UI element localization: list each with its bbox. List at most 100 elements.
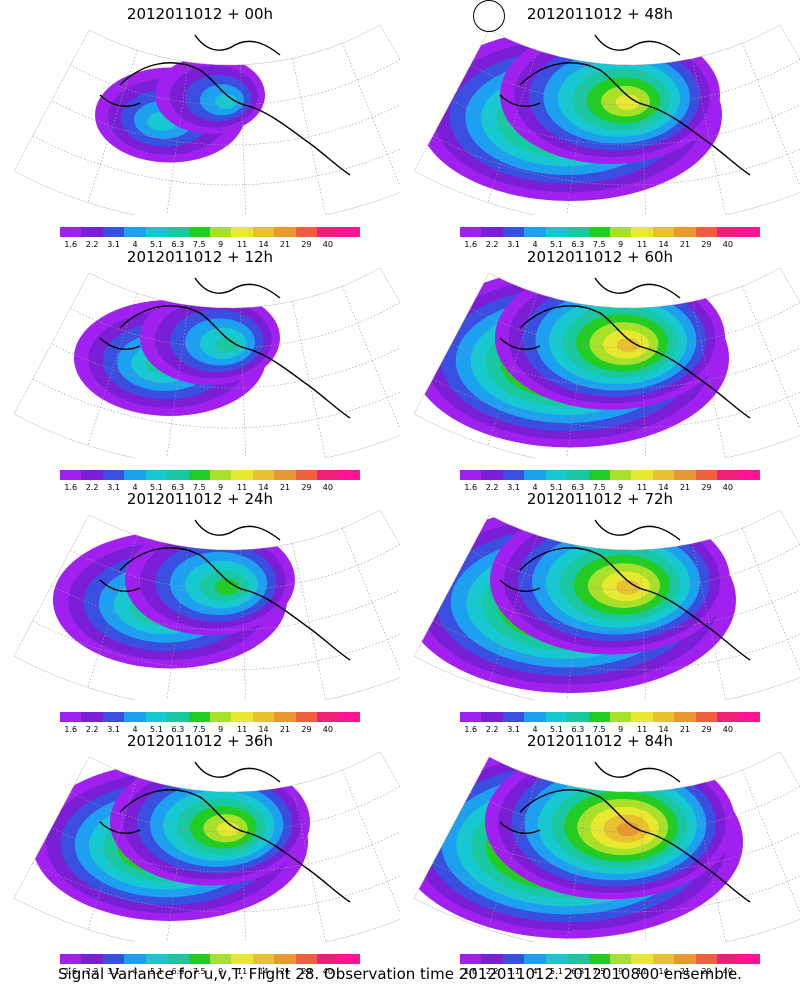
colorbar-tick-label: 5.1 [150, 483, 163, 492]
colorbar-tick-label: 3.1 [107, 240, 120, 249]
colorbar-tick-label: 7.5 [192, 725, 206, 734]
colorbar-swatch [188, 470, 210, 480]
colorbar-swatch [81, 227, 103, 237]
colorbar-swatch [145, 227, 168, 237]
colorbar [60, 470, 360, 480]
colorbar-swatch [209, 470, 232, 480]
coastline [499, 277, 751, 419]
colorbar-tick-label: 6.3 [571, 967, 585, 976]
graticule-parallel [70, 786, 400, 833]
variance-map [413, 268, 800, 458]
colorbar-swatch [588, 470, 610, 480]
colorbar-tick-label: 1.6 [64, 483, 78, 492]
colorbar-swatch [231, 470, 253, 480]
graticule-parallel [32, 135, 400, 186]
map-panel: 2012011012 + 12h 1.6 2.2 3.1 4 5.1 6.3 7.5 9 11 14… [0, 248, 400, 493]
graticule-meridian [87, 293, 138, 446]
colorbar-swatch [717, 227, 739, 237]
colorbar-swatch [167, 227, 189, 237]
colorbar-swatch [274, 470, 296, 480]
colorbar-tick-label: 7.5 [192, 483, 206, 492]
colorbar-tick-label: 6.3 [571, 240, 585, 249]
coastline [499, 761, 751, 903]
colorbar-swatch [274, 227, 296, 237]
colorbar-tick-label: 40 [322, 483, 333, 492]
colorbar-tick-label: 3.1 [507, 725, 520, 734]
colorbar-swatch [695, 227, 718, 237]
colorbar-swatch [588, 227, 610, 237]
colorbar-swatch [695, 470, 718, 480]
graticule-parallel [70, 59, 400, 106]
variance-map [413, 510, 800, 700]
colorbar-swatch [524, 712, 546, 722]
colorbar-tick-label: 11 [637, 483, 648, 492]
colorbar-swatch [60, 470, 82, 480]
panel-title: 2012011012 + 00h [126, 5, 274, 23]
colorbar-labels: 1.6 2.2 3.1 4 5.1 6.3 7.5 9 11 14 21 29 40 [60, 483, 360, 493]
colorbar-swatch [631, 227, 653, 237]
colorbar-tick-label: 29 [301, 483, 312, 492]
graticule-parallel [51, 100, 400, 146]
variance-map [413, 25, 800, 215]
colorbar-tick-label: 1.6 [464, 725, 478, 734]
colorbar-tick-label: 40 [722, 967, 733, 976]
colorbar-swatch [738, 954, 760, 964]
colorbar [60, 712, 360, 722]
colorbar-tick-label: 11 [237, 725, 248, 734]
colorbar-tick-label: 5.1 [550, 483, 563, 492]
colorbar-tick-label: 5.1 [550, 725, 563, 734]
colorbar-swatch [124, 470, 146, 480]
panel-title: 2012011012 + 24h [126, 490, 274, 508]
colorbar-labels: 1.6 2.2 3.1 4 5.1 6.3 7.5 9 11 14 21 29 40 [460, 725, 760, 735]
colorbar-swatch [502, 227, 525, 237]
colorbar-swatch [252, 712, 275, 722]
graticule-meridian [166, 305, 189, 458]
colorbar-swatch [588, 712, 610, 722]
colorbar-swatch [631, 712, 653, 722]
colorbar-swatch [738, 227, 760, 237]
colorbar-tick-label: 4 [532, 483, 538, 492]
colorbar-tick-label: 40 [722, 483, 733, 492]
colorbar-tick-label: 11 [237, 967, 248, 976]
colorbar-swatch [167, 712, 189, 722]
colorbar-swatch [338, 470, 360, 480]
colorbar-swatch [338, 227, 360, 237]
colorbar-tick-label: 1.6 [64, 967, 78, 976]
graticule-meridian [292, 301, 326, 458]
colorbar-swatch [545, 470, 568, 480]
colorbar [460, 712, 760, 722]
colorbar-labels: 1.6 2.2 3.1 4 5.1 6.3 7.5 9 11 14 21 29 40 [460, 240, 760, 250]
colorbar-tick-label: 29 [701, 725, 712, 734]
observation-marker-circle [473, 0, 505, 32]
map-panel: 2012011012 + 24h 1.6 2.2 3.1 4 5.1 6.3 7.5 9 11 14… [0, 490, 400, 735]
colorbar-labels: 1.6 2.2 3.1 4 5.1 6.3 7.5 9 11 14 21 29 40 [60, 725, 360, 735]
colorbar-swatch [188, 227, 210, 237]
colorbar-tick-label: 1.6 [464, 967, 478, 976]
coastline [99, 277, 351, 419]
colorbar-tick-label: 40 [722, 240, 733, 249]
colorbar-tick-label: 6.3 [171, 967, 185, 976]
graticule-meridian [566, 547, 589, 700]
map-panel: 2012011012 + 36h 1.6 2.2 3.1 4 5.1 6.3 7.5 9 11 14… [0, 732, 400, 977]
colorbar-swatch [567, 470, 589, 480]
panel-title: 2012011012 + 12h [126, 248, 274, 266]
colorbar-tick-label: 9 [218, 483, 224, 492]
colorbar-tick-label: 7.5 [592, 967, 606, 976]
colorbar [60, 954, 360, 964]
graticule-meridian [342, 770, 400, 914]
colorbar-tick-label: 2.2 [485, 967, 499, 976]
colorbar-labels: 1.6 2.2 3.1 4 5.1 6.3 7.5 9 11 14 21 29 40 [460, 483, 760, 493]
graticule-parallel [451, 585, 800, 631]
colorbar-tick-label: 29 [301, 240, 312, 249]
colorbar-swatch [209, 954, 232, 964]
colorbar-tick-label: 4 [132, 240, 138, 249]
colorbar-swatch [524, 470, 546, 480]
colorbar-swatch [695, 712, 718, 722]
colorbar-tick-label: 7.5 [592, 725, 606, 734]
colorbar-tick-label: 40 [322, 725, 333, 734]
graticule-parallel [432, 135, 800, 186]
graticule-meridian [566, 62, 589, 215]
colorbar-swatch [252, 954, 275, 964]
colorbar-swatch [317, 954, 339, 964]
colorbar-tick-label: 7.5 [192, 240, 206, 249]
